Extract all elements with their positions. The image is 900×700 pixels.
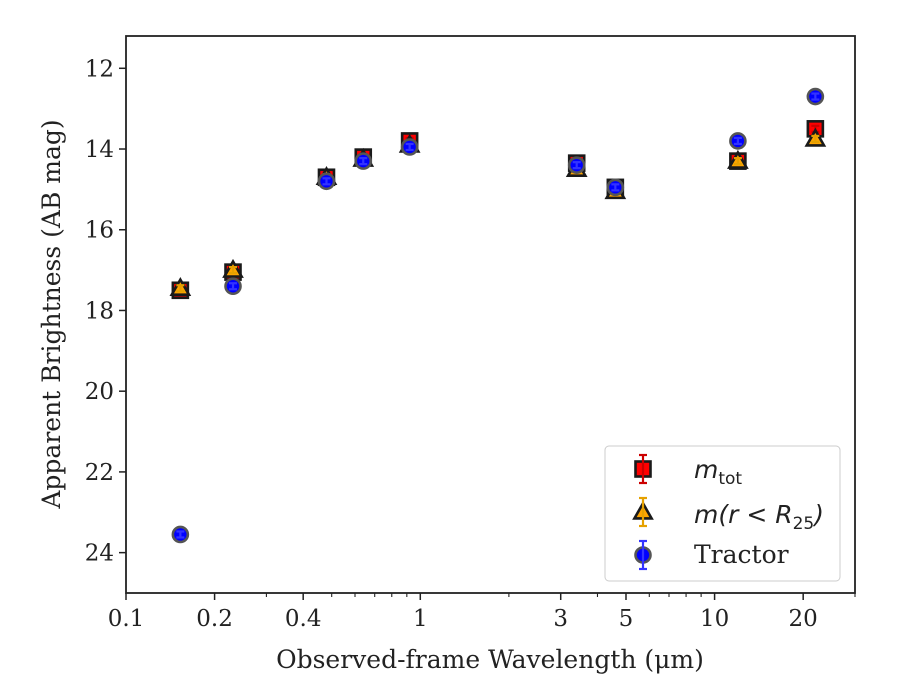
y-tick-label: 24 <box>85 541 114 567</box>
legend-label-mtot: mtot <box>694 455 742 489</box>
legend-label-m-r25: m(r < R25) <box>694 500 824 534</box>
data-point-circle <box>400 138 419 156</box>
data-point-circle <box>567 156 586 174</box>
x-tick-label: 0.2 <box>196 606 233 632</box>
x-tick-label: 5 <box>619 606 634 632</box>
legend-marker-triangle <box>632 496 654 528</box>
y-tick-label: 20 <box>85 379 114 405</box>
data-point-circle <box>317 172 336 191</box>
x-tick-label: 0.4 <box>285 606 322 632</box>
x-axis-title: Observed-frame Wavelength (μm) <box>276 645 704 674</box>
data-point-circle <box>171 525 190 544</box>
data-point-circle <box>224 277 242 296</box>
legend-markers <box>632 453 654 571</box>
plot-frame <box>125 35 856 594</box>
tick-group: 0.1 0.2 0.4 1 3 5 10 20 12 14 16 18 20 22 24 <box>85 56 856 632</box>
x-tick-label: 20 <box>789 606 818 632</box>
legend-box <box>604 445 841 582</box>
x-tick-label: 1 <box>413 606 428 632</box>
y-tick-label: 18 <box>85 298 114 324</box>
legend-marker-circle <box>634 539 652 571</box>
x-tick-label: 10 <box>700 606 729 632</box>
x-tick-label: 0.1 <box>108 606 145 632</box>
x-tick-label: 3 <box>553 606 568 632</box>
data-point-circle <box>354 152 373 170</box>
data-point-circle <box>806 87 825 106</box>
legend: mtot m(r < R25) Tractor <box>604 445 841 582</box>
y-axis-title: Apparent Brightness (AB mag) <box>37 119 66 509</box>
data-point-circle <box>729 132 747 150</box>
data-point-triangle <box>727 149 749 169</box>
y-tick-label: 12 <box>85 56 114 82</box>
y-tick-label: 14 <box>85 137 114 163</box>
data-points <box>169 87 827 544</box>
data-point-circle <box>606 178 625 197</box>
data-point-triangle <box>804 127 827 147</box>
data-point-triangle <box>222 258 244 278</box>
legend-marker-square <box>634 453 652 485</box>
data-point-triangle <box>169 277 192 297</box>
legend-label-tractor: Tractor <box>694 540 789 569</box>
y-tick-label: 22 <box>85 460 114 486</box>
y-tick-label: 16 <box>85 218 114 244</box>
